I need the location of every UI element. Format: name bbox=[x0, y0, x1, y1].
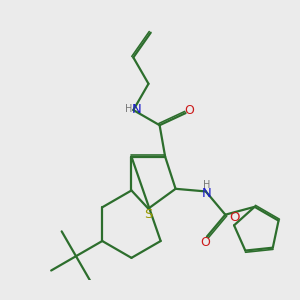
Text: H: H bbox=[203, 180, 211, 190]
Text: O: O bbox=[200, 236, 210, 249]
Text: H: H bbox=[125, 104, 133, 114]
Text: O: O bbox=[230, 212, 240, 224]
Text: O: O bbox=[185, 104, 195, 117]
Text: S: S bbox=[144, 208, 152, 221]
Text: N: N bbox=[202, 187, 212, 200]
Text: N: N bbox=[132, 103, 142, 116]
